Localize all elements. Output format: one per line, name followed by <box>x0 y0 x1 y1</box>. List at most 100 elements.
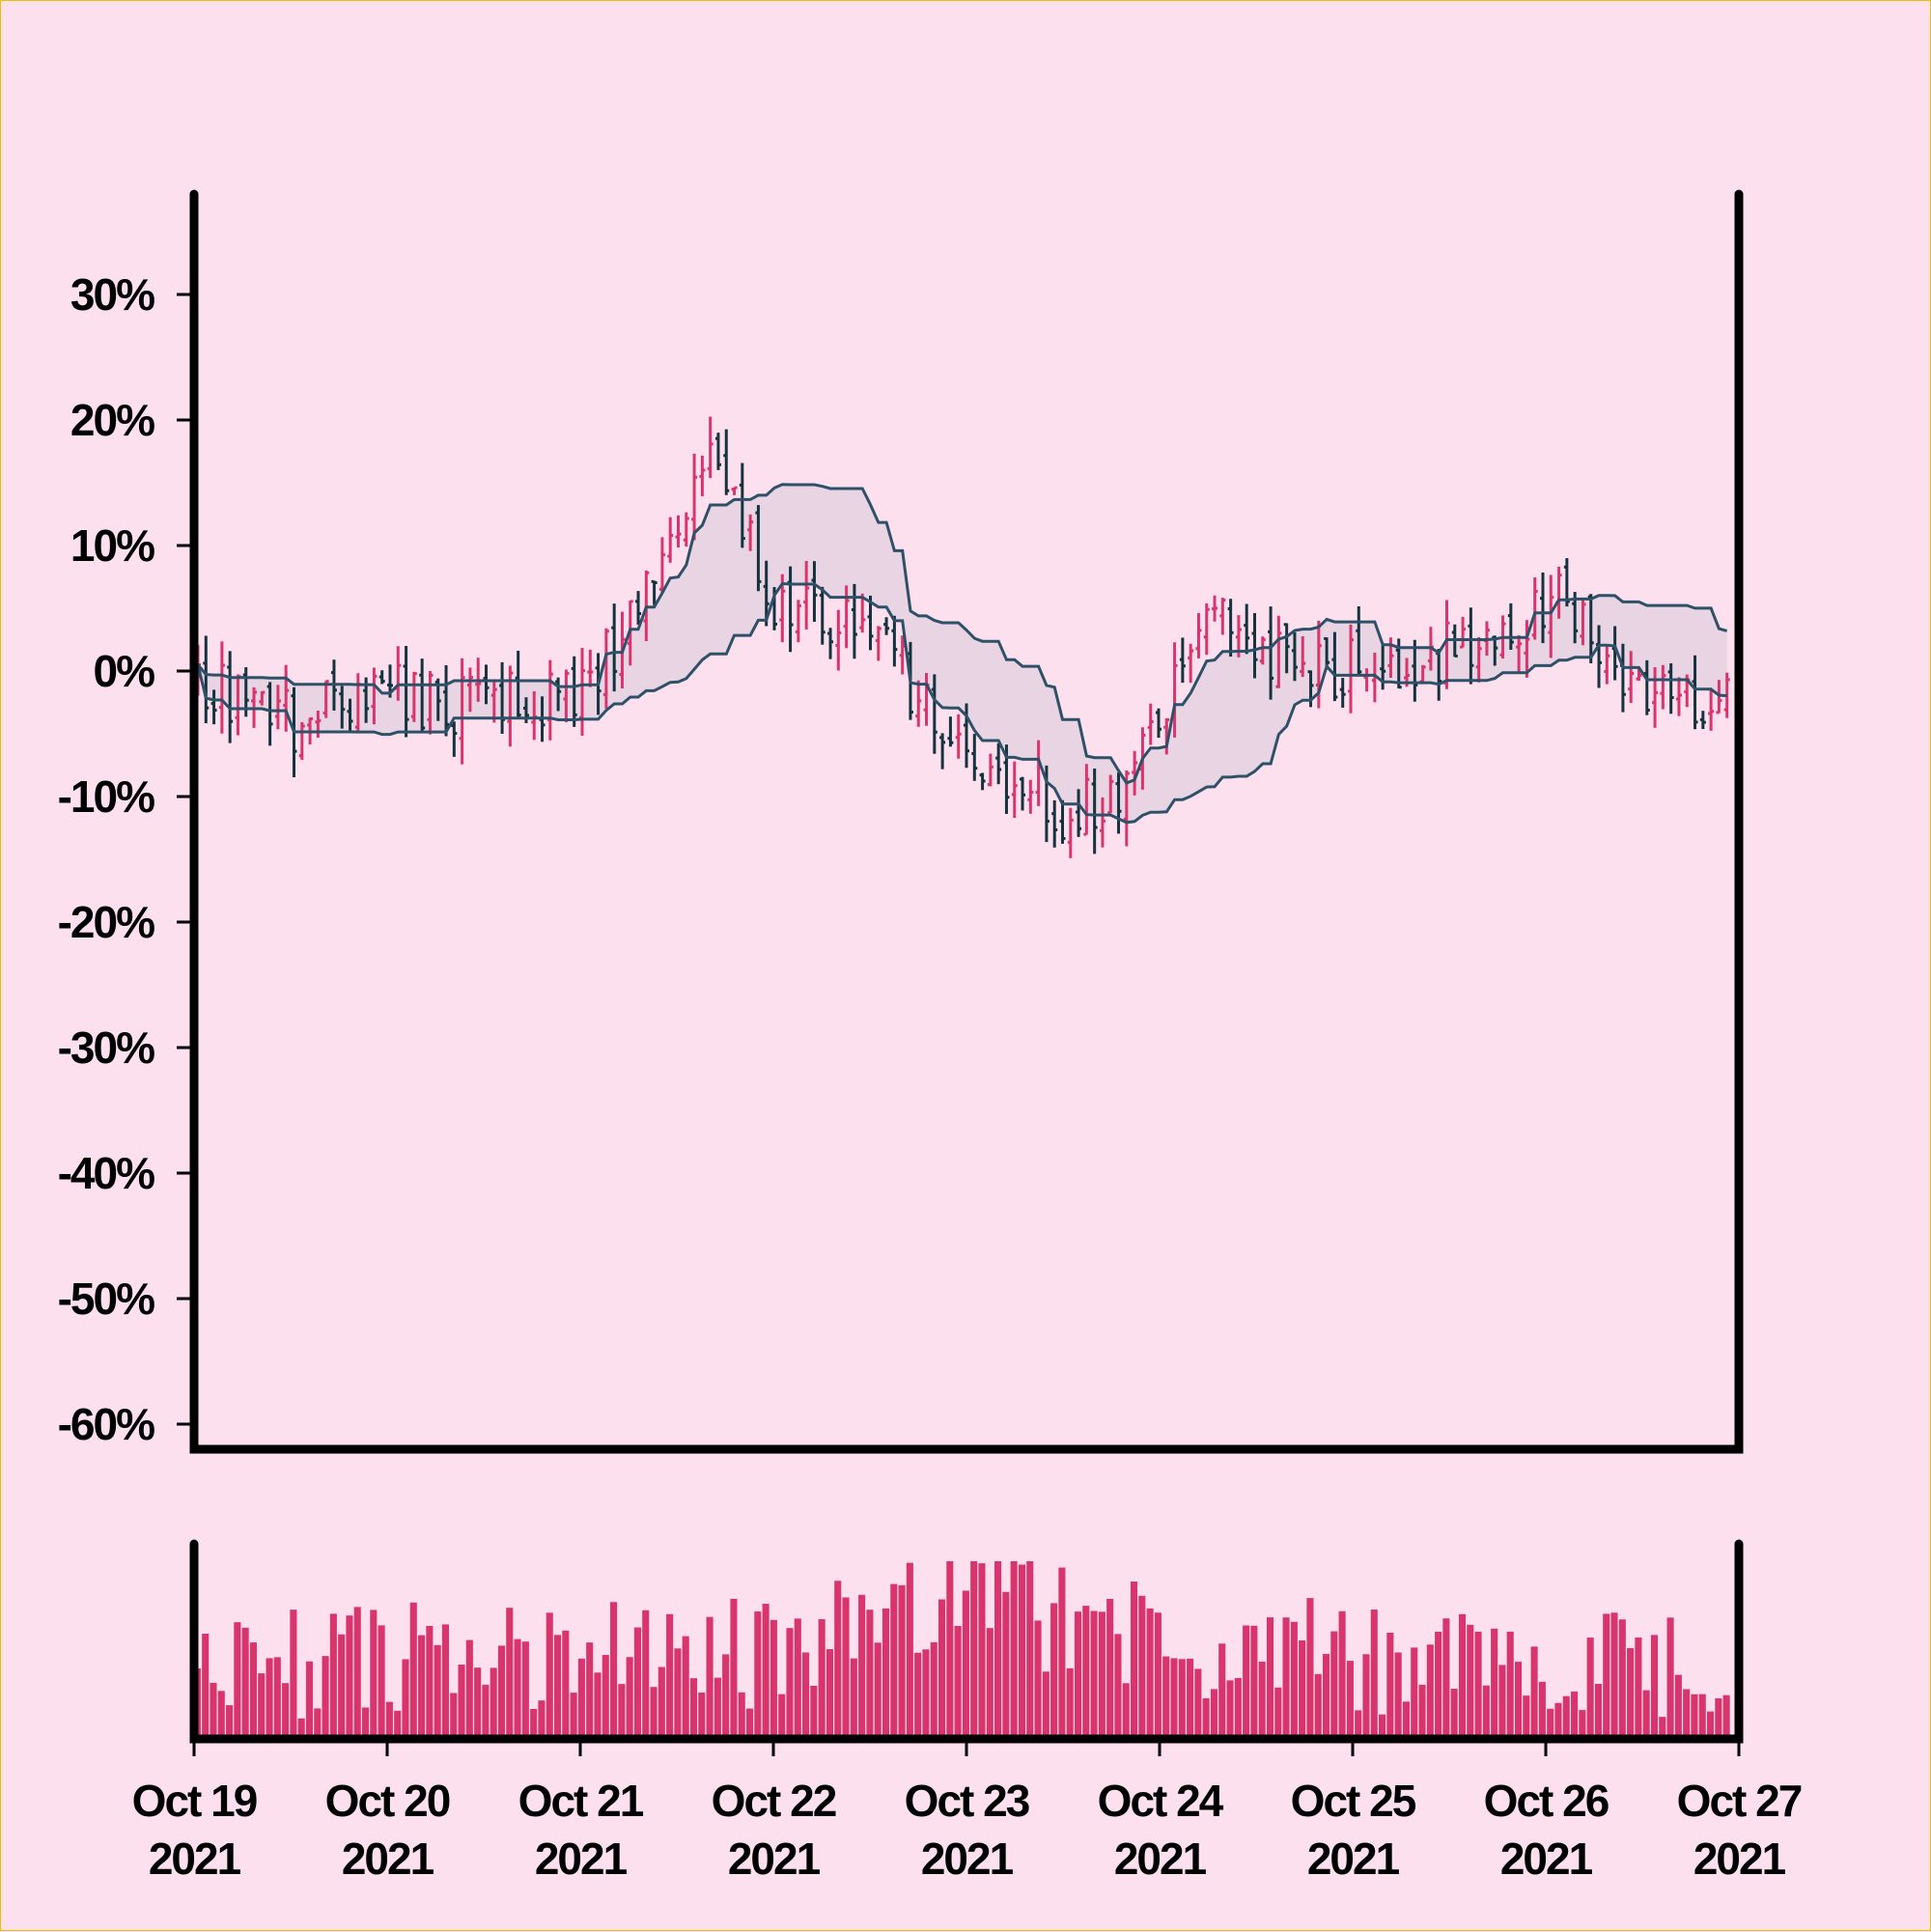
volume-bar <box>858 1594 866 1739</box>
volume-bar <box>1538 1681 1546 1739</box>
volume-bar <box>1355 1710 1362 1739</box>
ohlc-bar <box>1604 646 1610 685</box>
ohlc-bar <box>915 680 922 727</box>
y-tick-label: 20% <box>70 395 154 445</box>
volume-bar <box>1666 1617 1674 1739</box>
volume-bar <box>514 1638 521 1739</box>
ohlc-bar <box>1516 635 1523 674</box>
ohlc-bar <box>1324 636 1330 667</box>
volume-bar <box>1571 1691 1579 1739</box>
x-tick-label-year: 2021 <box>535 1834 628 1884</box>
ohlc-bar <box>1219 598 1226 635</box>
ohlc-bar <box>499 661 506 734</box>
ohlc-bar <box>1011 761 1018 819</box>
volume-bar <box>258 1673 266 1739</box>
volume-bar <box>650 1687 658 1739</box>
x-tick-label-year: 2021 <box>728 1834 821 1884</box>
ohlc-bar <box>218 641 225 734</box>
ohlc-bar <box>515 651 521 718</box>
volume-bar <box>786 1628 794 1739</box>
ohlc-bar <box>1524 620 1530 678</box>
volume-bar <box>458 1665 465 1739</box>
volume-bar <box>1346 1661 1354 1739</box>
volume-bar <box>994 1561 1002 1739</box>
volume-bar <box>1435 1631 1442 1739</box>
volume-bar <box>594 1672 602 1739</box>
volume-bar <box>914 1652 922 1739</box>
ohlc-bar <box>466 667 473 713</box>
volume-bar <box>1250 1625 1258 1739</box>
volume-bar <box>1379 1714 1386 1739</box>
ohlc-bar <box>1091 768 1098 854</box>
ohlc-bar <box>210 689 217 725</box>
volume-bar <box>1683 1689 1691 1739</box>
volume-bar <box>626 1657 633 1739</box>
volume-bar <box>1066 1667 1074 1739</box>
volume-bar <box>1642 1690 1650 1739</box>
volume-bar <box>1402 1701 1410 1739</box>
x-axis: Oct 19 2021 Oct 20 2021 Oct 21 2021 Oct 22 2021… <box>132 1739 1804 1884</box>
volume-bar <box>978 1563 986 1739</box>
ohlc-bars <box>195 416 1730 858</box>
volume-bar <box>754 1610 762 1739</box>
volume-bar <box>273 1657 281 1739</box>
volume-bar <box>762 1604 770 1739</box>
x-tick-label-date: Oct 19 <box>132 1776 257 1826</box>
y-axis: 30% 20% 10% 0% -10% -20% -30% -40% -50% -60% <box>58 269 194 1449</box>
volume-bar <box>378 1625 385 1739</box>
volume-bar <box>1467 1624 1474 1739</box>
ohlc-bar <box>1443 600 1450 689</box>
channel-lower-line <box>196 581 1727 825</box>
volume-bar <box>666 1613 674 1739</box>
volume-bar <box>1659 1717 1666 1739</box>
volume-bar <box>322 1656 329 1739</box>
ohlc-bar <box>787 566 794 653</box>
ohlc-bar <box>1163 717 1170 755</box>
ohlc-bar <box>827 628 834 659</box>
volume-bar <box>314 1708 322 1739</box>
volume-bar <box>1290 1621 1298 1739</box>
ohlc-bar <box>819 586 826 645</box>
volume-bar <box>1491 1628 1498 1739</box>
volume-bar <box>610 1602 618 1739</box>
ohlc-bar <box>459 658 465 765</box>
ohlc-bar <box>1156 708 1161 739</box>
ohlc-bar <box>939 733 946 770</box>
volume-bar <box>810 1685 818 1739</box>
x-tick-label-year: 2021 <box>1307 1834 1400 1884</box>
y-tick-label: 30% <box>70 269 154 320</box>
ohlc-bar <box>763 560 770 627</box>
ohlc-bar <box>987 753 993 787</box>
ohlc-bar <box>563 669 570 723</box>
ohlc-bar <box>1708 688 1715 731</box>
volume-bar <box>1450 1689 1458 1739</box>
ohlc-bar <box>1275 615 1282 688</box>
volume-bar <box>938 1599 946 1739</box>
ohlc-bar <box>283 664 290 732</box>
ohlc-bar <box>931 674 938 754</box>
volume-bar <box>1114 1634 1122 1739</box>
volume-bar <box>346 1615 353 1739</box>
volume-bar <box>409 1602 417 1739</box>
volume-bar <box>986 1628 993 1739</box>
volume-bar <box>1426 1644 1434 1739</box>
ohlc-bar <box>1051 799 1058 848</box>
volume-panel: Oct 19 2021 Oct 20 2021 Oct 21 2021 Oct 22 2021… <box>132 1539 1804 1884</box>
volume-bar <box>1130 1582 1138 1739</box>
volume-bar <box>553 1635 562 1739</box>
ohlc-bar <box>667 517 674 563</box>
ohlc-bar <box>1244 603 1250 655</box>
ohlc-bar <box>1099 797 1105 848</box>
ohlc-bar <box>1268 606 1274 700</box>
ohlc-bar <box>546 659 553 741</box>
ohlc-bar <box>1507 602 1514 651</box>
volume-bar <box>930 1641 938 1739</box>
volume-bar <box>385 1701 393 1739</box>
volume-bar <box>1058 1567 1066 1739</box>
ohlc-bar <box>1203 602 1210 656</box>
volume-bar <box>1698 1694 1706 1739</box>
ohlc-bar <box>1291 631 1298 682</box>
volume-bar <box>290 1610 297 1739</box>
x-tick-label-date: Oct 27 <box>1677 1776 1802 1826</box>
